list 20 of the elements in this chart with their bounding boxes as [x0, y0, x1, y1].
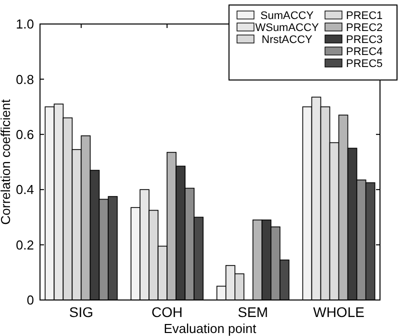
legend-label: SumACCY — [260, 10, 314, 22]
y-tick-label: 0.8 — [16, 72, 34, 87]
x-tick-label: COH — [152, 304, 183, 320]
y-axis-title: Correlation coefficient — [0, 98, 13, 225]
x-axis-title: Evaluation point — [164, 321, 257, 336]
y-tick-label: 0.6 — [16, 126, 34, 142]
legend-label: PREC2 — [346, 22, 383, 34]
legend-label: PREC4 — [346, 46, 383, 58]
x-tick-label: WHOLE — [313, 304, 364, 320]
legend-label: NrstACCY — [262, 34, 314, 46]
y-tick-label: 0.2 — [16, 237, 34, 252]
legend-label: PREC5 — [346, 58, 383, 70]
legend-label: WSumACCY — [255, 22, 320, 34]
y-tick-label: 1.0 — [16, 16, 34, 32]
legend-label: PREC3 — [346, 34, 383, 46]
y-tick-label: 0.4 — [16, 182, 34, 198]
legend-label: PREC1 — [346, 10, 383, 22]
y-tick-label: 0 — [26, 292, 34, 308]
x-tick-label: SEM — [238, 304, 268, 320]
x-tick-label: SIG — [69, 304, 94, 320]
